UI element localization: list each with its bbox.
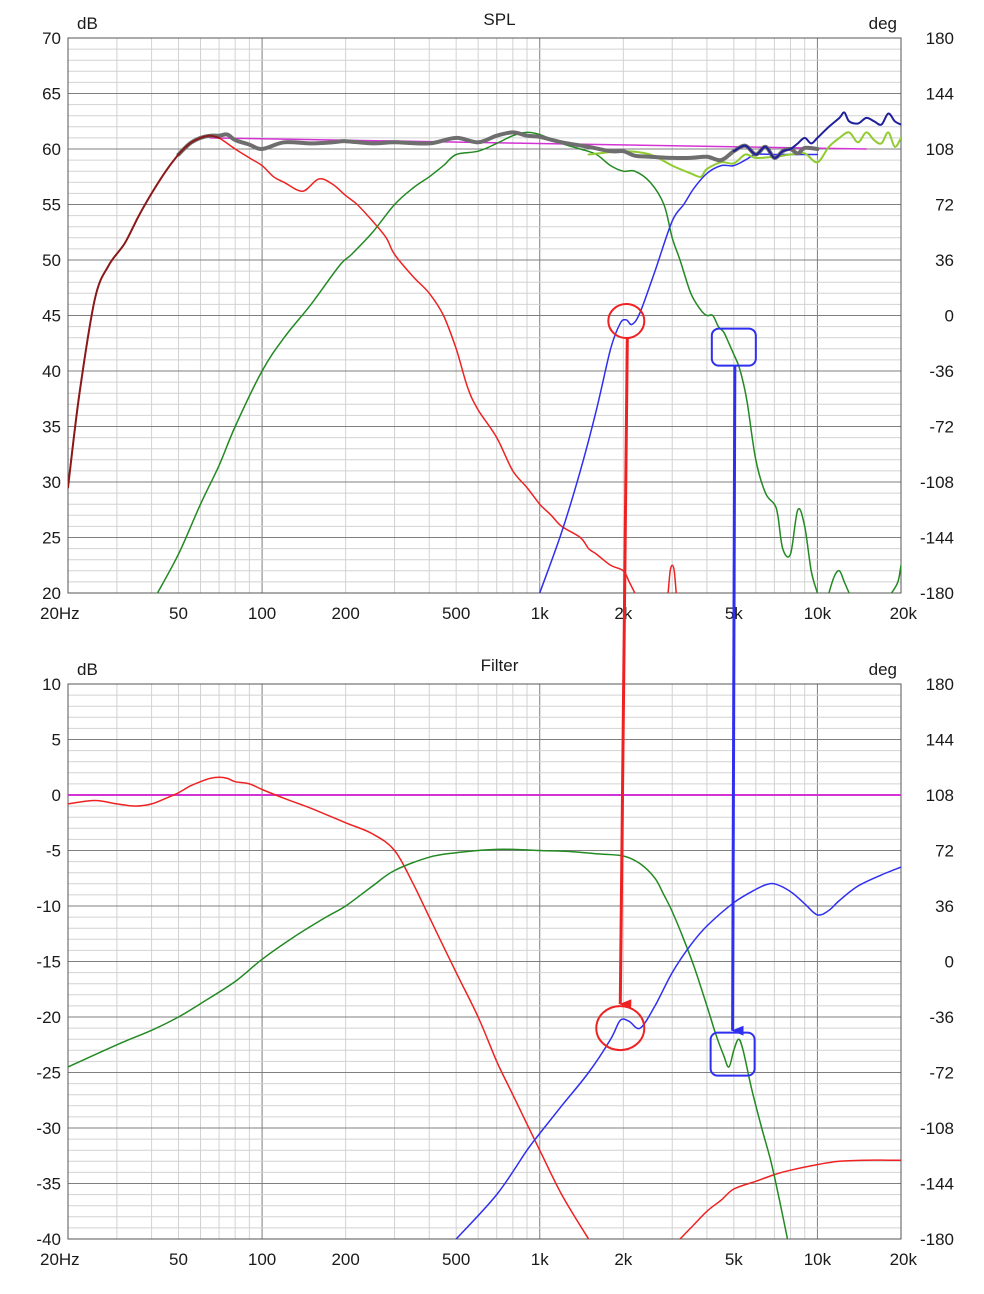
y-tick-label-left: 40 [42,362,61,381]
series-woofer-filter [68,776,590,1239]
y-tick-label-left: -40 [36,1230,61,1249]
y-tick-label-left: 5 [52,731,61,750]
grid [67,37,902,594]
x-tick-label: 20Hz [40,604,80,623]
y-tick-label-right: -144 [920,529,954,548]
plot-frame [67,37,902,594]
y-tick-label-left: 10 [42,675,61,694]
y-tick-label-left: 50 [42,251,61,270]
y-tick-label-right: -180 [920,1230,954,1249]
y-tick-label-right: 36 [935,251,954,270]
y-tick-label-right: -108 [920,1119,954,1138]
series-group [68,111,901,593]
y-tick-label-right: 180 [926,675,954,694]
y-tick-label-left: 35 [42,418,61,437]
x-tick-label: 20Hz [40,1250,80,1269]
y-tick-label-left: -5 [46,842,61,861]
annotation-arrow-blue [731,365,744,1036]
series-midrange-tail [828,569,850,593]
x-tick-label: 500 [442,1250,470,1269]
x-tick-label: 1k [531,1250,549,1269]
y-tick-label-left: -10 [36,897,61,916]
y-tick-label-right: 108 [926,140,954,159]
series-sum-lf [68,134,221,489]
y-tick-label-right: -180 [920,584,954,603]
plot-frame [67,683,902,1240]
y-tick-label-left: 45 [42,307,61,326]
y-tick-label-left: 60 [42,140,61,159]
y-tick-label-left: -35 [36,1175,61,1194]
y-tick-label-right: 36 [935,897,954,916]
y-tick-label-right: -144 [920,1175,954,1194]
y-tick-label-left: 55 [42,196,61,215]
y-tick-label-right: 144 [926,85,954,104]
x-tick-label: 200 [331,604,359,623]
y-tick-label-right: -72 [929,1064,954,1083]
x-tick-label: 50 [169,604,188,623]
x-tick-label: 10k [804,1250,832,1269]
y-tick-label-right: 144 [926,731,954,750]
x-tick-label: 100 [248,1250,276,1269]
x-tick-label: 20k [890,1250,918,1269]
spl-chart: SPLdBdeg20Hz501002005001k2k5k10k20k70656… [40,10,954,623]
y-tick-label-left: 70 [42,29,61,48]
x-tick-label: 10k [804,604,832,623]
y-unit-right: deg [869,14,897,33]
x-tick-label: 1k [531,604,549,623]
y-unit-left: dB [77,660,98,679]
chart-title: SPL [483,10,515,29]
series-tweeter-filter [455,866,901,1239]
x-tick-label: 50 [169,1250,188,1269]
y-unit-left: dB [77,14,98,33]
y-tick-label-left: 0 [52,786,61,805]
y-unit-right: deg [869,660,897,679]
y-tick-label-left: 65 [42,85,61,104]
y-tick-label-left: -25 [36,1064,61,1083]
annotation-arrow-red [618,338,632,1010]
y-tick-label-left: 20 [42,584,61,603]
y-tick-label-right: 72 [935,842,954,861]
x-tick-label: 20k [890,604,918,623]
y-tick-label-right: 0 [945,953,954,972]
y-tick-label-left: -15 [36,953,61,972]
y-tick-label-right: -36 [929,1008,954,1027]
annotation-layer [595,303,757,1077]
x-tick-label: 100 [248,604,276,623]
y-tick-label-left: 25 [42,529,61,548]
x-tick-label: 2k [614,1250,632,1269]
series-midrange-filter [68,848,789,1239]
chart-title: Filter [481,656,519,675]
grid [67,683,902,1240]
series-midrange-tail2 [890,564,901,593]
y-tick-label-right: 108 [926,786,954,805]
y-tick-label-left: 30 [42,473,61,492]
series-woofer-tail [667,564,677,593]
y-tick-label-right: -108 [920,473,954,492]
x-tick-label: 5k [725,1250,743,1269]
x-tick-label: 200 [331,1250,359,1269]
y-tick-label-left: -20 [36,1008,61,1027]
series-sum-hf-dark [732,111,901,159]
y-tick-label-left: -30 [36,1119,61,1138]
y-tick-label-right: 72 [935,196,954,215]
y-tick-label-right: -36 [929,362,954,381]
series-sum-hf-lime [587,131,901,178]
series-group [68,776,901,1239]
y-tick-label-right: 180 [926,29,954,48]
x-tick-label: 500 [442,604,470,623]
series-midrange [156,131,819,593]
y-tick-label-right: -72 [929,418,954,437]
y-tick-label-right: 0 [945,307,954,326]
